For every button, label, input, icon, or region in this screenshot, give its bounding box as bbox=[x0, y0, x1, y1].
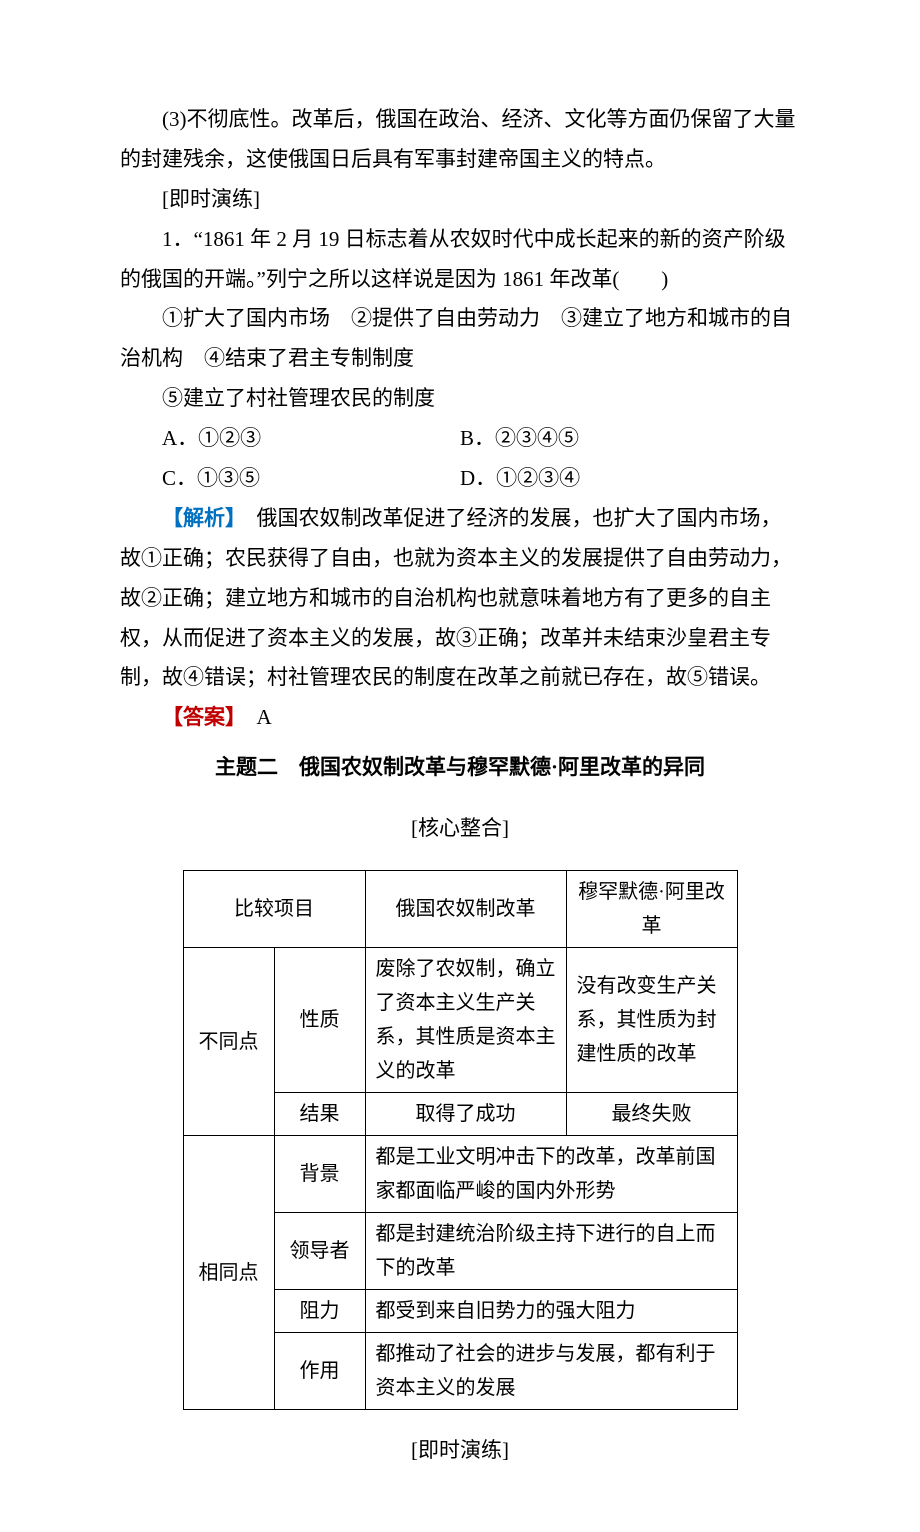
answer-para: 【答案】 A bbox=[120, 698, 800, 738]
result-label: 结果 bbox=[274, 1093, 365, 1136]
q1-stem: 1．“1861 年 2 月 19 日标志着从农奴时代中成长起来的新的资产阶级的俄… bbox=[120, 220, 800, 300]
option-a: A．①②③ bbox=[120, 419, 460, 459]
analysis-para: 【解析】 俄国农奴制改革促进了经济的发展，也扩大了国内市场，故①正确；农民获得了… bbox=[120, 499, 800, 698]
th-ali: 穆罕默德·阿里改革 bbox=[566, 871, 737, 948]
th-compare: 比较项目 bbox=[183, 871, 365, 948]
bg-text: 都是工业文明冲击下的改革，改革前国家都面临严峻的国内外形势 bbox=[365, 1136, 737, 1213]
core-label: [核心整合] bbox=[120, 809, 800, 849]
answer-value: A bbox=[257, 705, 272, 729]
bg-label: 背景 bbox=[274, 1136, 365, 1213]
document-page: (3)不彻底性。改革后，俄国在政治、经济、文化等方面仍保留了大量的封建残余，这使… bbox=[0, 0, 920, 1532]
analysis-label: 【解析】 bbox=[162, 506, 236, 530]
table-row: 比较项目 俄国农奴制改革 穆罕默德·阿里改革 bbox=[183, 871, 737, 948]
result-eg: 最终失败 bbox=[566, 1093, 737, 1136]
comparison-table: 比较项目 俄国农奴制改革 穆罕默德·阿里改革 不同点 性质 废除了农奴制，确立了… bbox=[183, 870, 738, 1410]
same-label: 相同点 bbox=[183, 1136, 274, 1410]
leader-label: 领导者 bbox=[274, 1213, 365, 1290]
resist-label: 阻力 bbox=[274, 1290, 365, 1333]
option-d: D．①②③④ bbox=[460, 459, 800, 499]
table-row: 相同点 背景 都是工业文明冲击下的改革，改革前国家都面临严峻的国内外形势 bbox=[183, 1136, 737, 1213]
q1-choices-1: ①扩大了国内市场 ②提供了自由劳动力 ③建立了地方和城市的自治机构 ④结束了君主… bbox=[120, 299, 800, 379]
nature-eg: 没有改变生产关系，其性质为封建性质的改革 bbox=[566, 948, 737, 1093]
paragraph-3: (3)不彻底性。改革后，俄国在政治、经济、文化等方面仍保留了大量的封建残余，这使… bbox=[120, 100, 800, 180]
options-row-2: C．①③⑤ D．①②③④ bbox=[120, 459, 800, 499]
effect-label: 作用 bbox=[274, 1333, 365, 1410]
table-row: 不同点 性质 废除了农奴制，确立了资本主义生产关系，其性质是资本主义的改革 没有… bbox=[183, 948, 737, 1093]
th-russia: 俄国农奴制改革 bbox=[365, 871, 566, 948]
analysis-body: 俄国农奴制改革促进了经济的发展，也扩大了国内市场，故①正确；农民获得了自由，也就… bbox=[120, 506, 792, 690]
leader-text: 都是封建统治阶级主持下进行的自上而下的改革 bbox=[365, 1213, 737, 1290]
option-b: B．②③④⑤ bbox=[460, 419, 800, 459]
resist-text: 都受到来自旧势力的强大阻力 bbox=[365, 1290, 737, 1333]
nature-ru: 废除了农奴制，确立了资本主义生产关系，其性质是资本主义的改革 bbox=[365, 948, 566, 1093]
practice-label-2: [即时演练] bbox=[120, 1431, 800, 1471]
result-ru: 取得了成功 bbox=[365, 1093, 566, 1136]
answer-label: 【答案】 bbox=[162, 705, 236, 729]
effect-text: 都推动了社会的进步与发展，都有利于资本主义的发展 bbox=[365, 1333, 737, 1410]
option-c: C．①③⑤ bbox=[120, 459, 460, 499]
options-row-1: A．①②③ B．②③④⑤ bbox=[120, 419, 800, 459]
nature-label: 性质 bbox=[274, 948, 365, 1093]
q1-choices-2: ⑤建立了村社管理农民的制度 bbox=[120, 379, 800, 419]
diff-label: 不同点 bbox=[183, 948, 274, 1136]
topic2-title: 主题二 俄国农奴制改革与穆罕默德·阿里改革的异同 bbox=[120, 748, 800, 788]
practice-label: [即时演练] bbox=[120, 180, 800, 220]
